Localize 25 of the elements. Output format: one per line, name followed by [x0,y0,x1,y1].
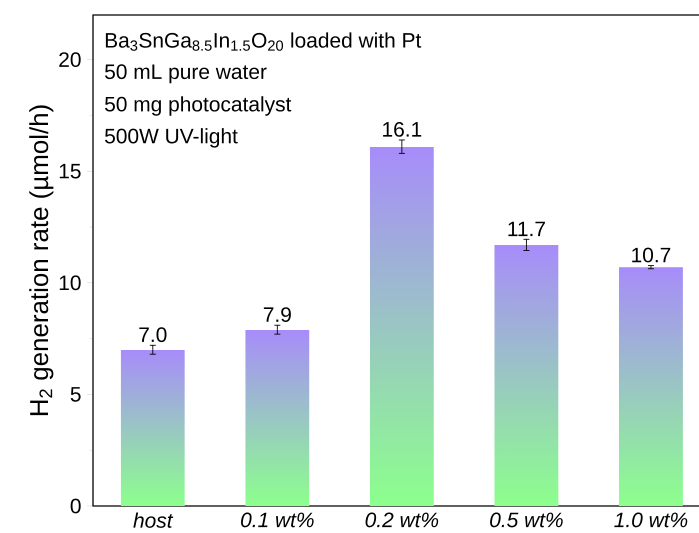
x-tick-label: host [133,512,174,528]
bar [618,267,683,506]
bar [120,350,185,506]
y-tick-label: 20 [59,52,81,68]
annotation: 500W UV-light [105,128,238,148]
annotation: 50 mg photocatalyst [105,96,292,116]
y-axis-title: H$_{2}$ generation rate (µmol/h) [29,105,54,416]
bar [370,147,434,506]
y-tick-label: 15 [60,164,81,179]
bar [494,244,558,506]
data-label: 10.7 [632,248,670,262]
data-label: 16.1 [383,122,422,137]
annotation: 50 mL pure water [105,64,267,84]
bar [245,330,310,506]
data-label: 7.9 [264,307,291,322]
x-tick-label: 0.1 wt% [241,512,314,528]
x-tick-label: 1.0 wt% [614,512,688,528]
x-tick-label: 0.5 wt% [490,512,563,528]
x-tick-label: 0.2 wt% [366,512,438,528]
data-label: 11.7 [508,222,545,236]
y-tick-label: 0 [70,498,81,514]
y-tick-label: 10 [60,275,81,290]
y-tick-label: 5 [70,387,81,402]
data-label: 7.0 [139,327,167,342]
text: Ba$_{3}$SnGa$_{8.5}$In$_{1.5}$O$_{20}$ loaded with Pt [106,32,422,51]
